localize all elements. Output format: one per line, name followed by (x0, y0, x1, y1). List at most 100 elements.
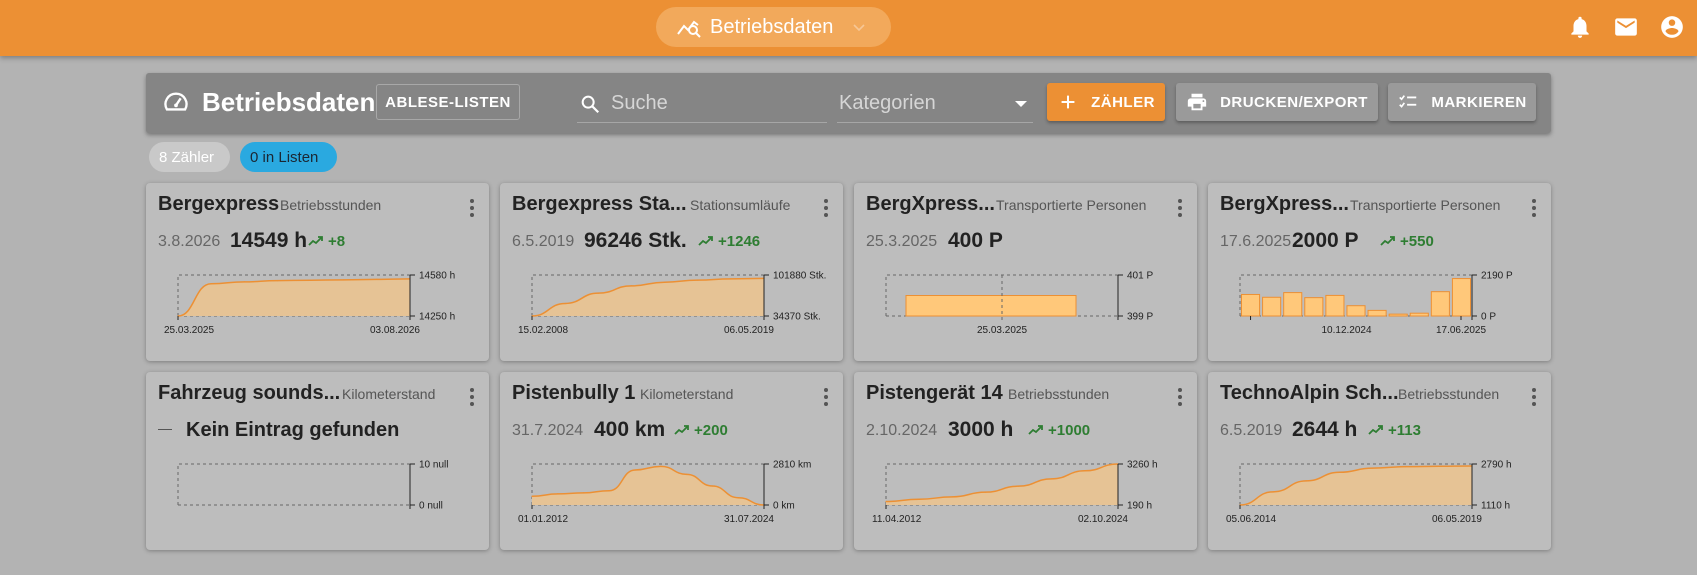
y-tick-label: 0 null (419, 501, 443, 512)
reading-lists-button[interactable]: ABLESE-LISTEN (376, 84, 520, 120)
chart-point (711, 485, 714, 487)
counter-card[interactable]: Bergexpress Betriebsstunden 3.8.2026 14549 … (146, 183, 489, 361)
chart-point (597, 292, 599, 294)
y-tick-label: 401 P (1127, 271, 1153, 282)
x-tick-label: 06.05.2019 (1432, 514, 1482, 525)
chart-bar (1430, 291, 1450, 317)
counter-card[interactable]: Bergexpress Sta... Stationsumläufe 6.5.201… (500, 183, 843, 361)
account-icon[interactable] (1659, 14, 1685, 40)
mark-button[interactable]: MARKIEREN (1388, 83, 1536, 121)
chart-point (630, 285, 633, 287)
chart-bar (1346, 305, 1366, 317)
more-vert-icon[interactable] (823, 199, 829, 219)
more-vert-icon[interactable] (1531, 388, 1537, 408)
y-tick-label: 14580 h (419, 271, 455, 282)
module-select[interactable]: Betriebsdaten (656, 7, 891, 47)
chart-line (531, 465, 765, 506)
chart-point (984, 491, 987, 493)
reading-value: 3000 h (948, 418, 1014, 441)
chart-point (697, 279, 699, 281)
chart-point (1084, 470, 1086, 472)
x-tick-label: 31.07.2024 (724, 514, 774, 525)
chart-point (1272, 491, 1274, 493)
chart-bar (1388, 313, 1408, 317)
x-tick-label: 02.10.2024 (1078, 514, 1128, 525)
trending-up-icon (698, 236, 713, 246)
more-vert-icon[interactable] (1177, 388, 1183, 408)
page-title-text: Betriebsdaten (202, 87, 376, 117)
printer-icon (1187, 93, 1207, 111)
reading-date: 3.8.2026 (158, 233, 221, 250)
in-lists-chip[interactable]: 0 in Listen (240, 142, 337, 172)
counter-card[interactable]: TechnoAlpin Sch... Betriebsstunden 6.5.201… (1208, 372, 1551, 550)
chart-area (886, 464, 1118, 505)
more-vert-icon[interactable] (469, 388, 475, 408)
print-export-label: DRUCKEN/EXPORT (1220, 93, 1368, 111)
more-vert-icon[interactable] (823, 388, 829, 408)
x-tick-label: 11.04.2012 (872, 514, 922, 525)
more-vert-icon[interactable] (469, 199, 475, 219)
chart-point (309, 279, 312, 281)
chart-frame (1239, 274, 1472, 316)
y-tick-label: 2790 h (1481, 460, 1512, 471)
more-vert-icon[interactable] (1177, 199, 1183, 219)
reading-date: 31.7.2024 (512, 422, 584, 439)
counter-card[interactable]: Pistengerät 14 Betriebsstunden 2.10.2024 30… (854, 372, 1197, 550)
counter-category: Betriebsstunden (280, 197, 382, 213)
trending-up-icon (1368, 425, 1383, 435)
chart-area (1240, 465, 1472, 505)
counter-chart: 101880 Stk. 34370 Stk. 15.02.2008 06.05.201… (518, 271, 826, 336)
chart-point (730, 278, 732, 280)
y-tick-label: 34370 Stk. (773, 312, 821, 323)
reading-delta: +200 (674, 422, 728, 439)
print-export-button[interactable]: DRUCKEN/EXPORT (1176, 83, 1378, 121)
reading-delta-value: +8 (328, 233, 346, 250)
y-tick-label: 0 km (773, 501, 795, 512)
no-entry-text: Kein Eintrag gefunden (186, 419, 400, 441)
chart-line (885, 463, 1119, 503)
chart-point (1017, 485, 1020, 487)
y-tick-label: 190 h (1127, 501, 1152, 512)
counter-card[interactable]: Fahrzeug sounds... Kilometerstand Kein Ein… (146, 372, 489, 550)
x-tick-label: 01.01.2012 (518, 514, 568, 525)
chart-line (531, 277, 765, 317)
counter-category: Stationsumläufe (690, 197, 791, 213)
chart-point (686, 473, 688, 475)
chart-bar (1409, 312, 1429, 317)
mail-icon[interactable] (1613, 14, 1639, 40)
chevron-down-icon (853, 24, 865, 32)
chart-frame (177, 274, 410, 316)
counter-chart: 10 null 0 null (177, 460, 448, 512)
add-counter-button[interactable]: ZÄHLER (1047, 83, 1165, 121)
counter-name: Pistenbully 1 (512, 382, 636, 404)
reading-delta-value: +1246 (718, 233, 761, 250)
counter-card[interactable]: Pistenbully 1 Kilometerstand 31.7.2024 400 … (500, 372, 843, 550)
counter-category: Transportierte Personen (996, 197, 1147, 213)
more-vert-icon[interactable] (1531, 199, 1537, 219)
counter-name: Pistengerät 14 (866, 382, 1003, 404)
y-tick-label: 10 null (419, 460, 448, 471)
reading-delta-value: +550 (1400, 233, 1434, 250)
counter-count-chip[interactable]: 8 Zähler (149, 142, 230, 172)
reading-date: 6.5.2019 (1220, 422, 1283, 439)
chart-search-icon (677, 20, 701, 38)
counter-card[interactable]: BergXpress... Transportierte Personen 17.6… (1208, 183, 1551, 361)
trending-up-icon (674, 425, 689, 435)
chart-point (737, 497, 739, 499)
y-tick-label: 399 P (1127, 312, 1153, 323)
chart-point (608, 490, 610, 492)
search-input[interactable] (611, 89, 821, 117)
counter-card[interactable]: BergXpress... Transportierte Personen 25.3… (854, 183, 1197, 361)
y-tick-label: 101880 Stk. (773, 271, 826, 282)
chart-frame (885, 463, 1118, 505)
chart-point (376, 278, 378, 280)
gauge-icon (164, 91, 188, 111)
reading-delta: +550 (1380, 233, 1434, 250)
category-select[interactable]: Kategorien (837, 83, 1033, 123)
chart-frame (1239, 463, 1472, 505)
x-tick-label: 17.06.2025 (1436, 325, 1486, 336)
trending-up-icon (1028, 425, 1043, 435)
chart-point (243, 281, 245, 283)
no-entry-message: Kein Eintrag gefunden (158, 419, 399, 442)
bell-icon[interactable] (1567, 14, 1593, 40)
